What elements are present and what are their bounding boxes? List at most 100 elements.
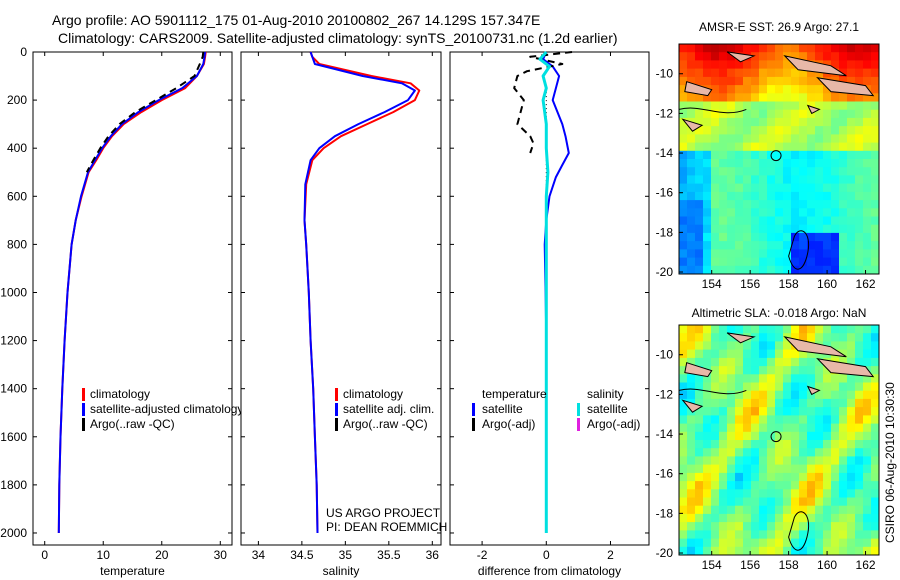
heatmap-cell bbox=[855, 224, 864, 234]
heatmap-cell bbox=[767, 52, 776, 61]
heatmap-cell bbox=[799, 522, 808, 531]
heatmap-cell bbox=[783, 68, 792, 78]
heatmap-cell bbox=[855, 431, 864, 441]
heatmap-cell bbox=[759, 464, 768, 474]
heatmap-cell bbox=[751, 68, 760, 78]
heatmap-cell bbox=[823, 191, 832, 201]
heatmap-cell bbox=[727, 241, 736, 250]
heatmap-cell bbox=[815, 382, 824, 392]
heatmap-cell bbox=[807, 325, 816, 334]
heatmap-cell bbox=[839, 440, 848, 449]
heatmap-cell bbox=[807, 68, 816, 78]
heatmap-cell bbox=[711, 159, 720, 168]
heatmap-cell bbox=[831, 216, 840, 226]
heatmap-cell bbox=[823, 382, 832, 392]
heatmap-cell bbox=[759, 522, 768, 531]
x-tick-label: -2 bbox=[477, 548, 488, 562]
heatmap-cell bbox=[847, 224, 856, 234]
heatmap-cell bbox=[759, 134, 768, 144]
heatmap-cell bbox=[711, 423, 720, 433]
x-tick-label: 162 bbox=[856, 277, 876, 291]
heatmap-cell bbox=[703, 423, 712, 433]
heatmap-cell bbox=[783, 349, 792, 359]
heatmap-cell bbox=[791, 538, 800, 548]
heatmap-cell bbox=[871, 109, 879, 119]
heatmap-cell bbox=[871, 423, 879, 433]
heatmap-cell bbox=[863, 505, 872, 515]
heatmap-cell bbox=[775, 142, 784, 152]
heatmap-cell bbox=[815, 374, 824, 384]
heatmap-cell bbox=[847, 423, 856, 433]
heatmap-cell bbox=[743, 191, 752, 201]
heatmap-cell bbox=[679, 257, 688, 267]
heatmap-cell bbox=[863, 117, 872, 127]
heatmap-cell bbox=[743, 232, 752, 242]
heatmap-cell bbox=[807, 101, 816, 111]
heatmap-cell bbox=[727, 431, 736, 441]
heatmap-cell bbox=[711, 538, 720, 548]
heatmap-cell bbox=[719, 472, 728, 482]
heatmap-cell bbox=[703, 183, 712, 193]
heatmap-cell bbox=[695, 431, 704, 441]
heatmap-cell bbox=[815, 117, 824, 127]
heatmap-cell bbox=[831, 142, 840, 152]
heatmap-cell bbox=[799, 216, 808, 226]
heatmap-cell bbox=[687, 44, 696, 53]
heatmap-cell bbox=[855, 167, 864, 176]
heatmap-cell bbox=[703, 134, 712, 144]
heatmap-cell bbox=[711, 76, 720, 86]
heatmap-cell bbox=[687, 68, 696, 78]
heatmap-cell bbox=[871, 333, 879, 342]
island-shape bbox=[684, 362, 713, 378]
heatmap-cell bbox=[847, 464, 856, 474]
heatmap-cell bbox=[751, 448, 760, 457]
heatmap-cell bbox=[679, 224, 688, 234]
heatmap-cell bbox=[791, 175, 800, 185]
heatmap-cell bbox=[735, 522, 744, 531]
map-frame bbox=[678, 43, 880, 275]
island-shape bbox=[681, 118, 704, 132]
heatmap-cell bbox=[775, 513, 784, 523]
heatmap-cell bbox=[719, 366, 728, 375]
heatmap-cell bbox=[703, 150, 712, 160]
heatmap-cell bbox=[775, 349, 784, 359]
heatmap-cell bbox=[775, 241, 784, 250]
heatmap-cell bbox=[847, 415, 856, 425]
heatmap-cell bbox=[783, 481, 792, 490]
heatmap-cell bbox=[727, 407, 736, 416]
heatmap-cell bbox=[831, 390, 840, 400]
x-tick-label: 156 bbox=[740, 277, 760, 291]
heatmap-cell bbox=[743, 85, 752, 94]
heatmap-cell bbox=[863, 183, 872, 193]
heatmap-cell bbox=[759, 117, 768, 127]
heatmap-cell bbox=[711, 374, 720, 384]
heatmap-cell bbox=[839, 530, 848, 540]
heatmap-cell bbox=[855, 200, 864, 209]
heatmap-cell bbox=[863, 398, 872, 408]
heatmap-cell bbox=[751, 366, 760, 375]
heatmap-cell bbox=[791, 431, 800, 441]
heatmap-cell bbox=[711, 464, 720, 474]
heatmap-cell bbox=[719, 341, 728, 351]
series-line-satellite bbox=[538, 51, 551, 533]
heatmap-cell bbox=[839, 472, 848, 482]
heatmap-cell bbox=[695, 150, 704, 160]
heatmap-cell bbox=[815, 333, 824, 342]
heatmap-cell bbox=[823, 183, 832, 193]
heatmap-cell bbox=[735, 513, 744, 523]
heatmap-cell bbox=[839, 60, 848, 70]
heatmap-cell bbox=[799, 200, 808, 209]
heatmap-cell bbox=[807, 472, 816, 482]
heatmap-cell bbox=[807, 481, 816, 490]
heatmap-cell bbox=[735, 489, 744, 499]
heatmap-cell bbox=[767, 341, 776, 351]
heatmap-cell bbox=[711, 60, 720, 70]
heatmap-cell bbox=[799, 325, 808, 334]
heatmap-cell bbox=[799, 546, 808, 555]
heatmap-cell bbox=[815, 76, 824, 86]
heatmap-cell bbox=[807, 366, 816, 375]
heatmap-cell bbox=[687, 175, 696, 185]
heatmap-cell bbox=[815, 407, 824, 416]
heatmap-cell bbox=[815, 464, 824, 474]
heatmap-cell bbox=[775, 481, 784, 490]
